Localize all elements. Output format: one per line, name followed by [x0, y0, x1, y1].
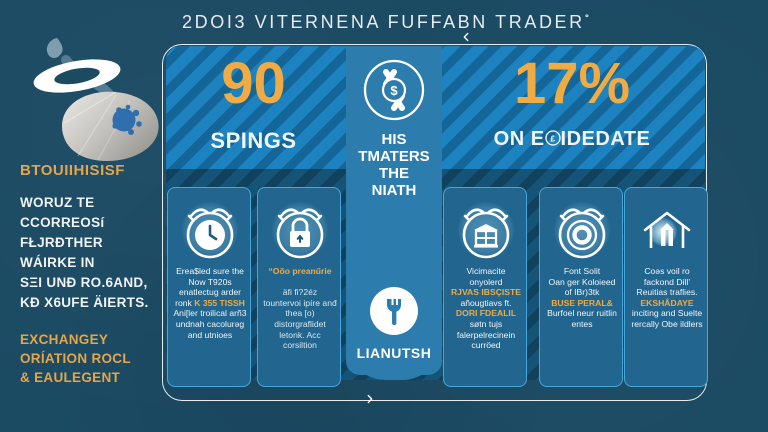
svg-text:£: £ [550, 134, 555, 143]
svg-text:$: $ [390, 83, 398, 98]
